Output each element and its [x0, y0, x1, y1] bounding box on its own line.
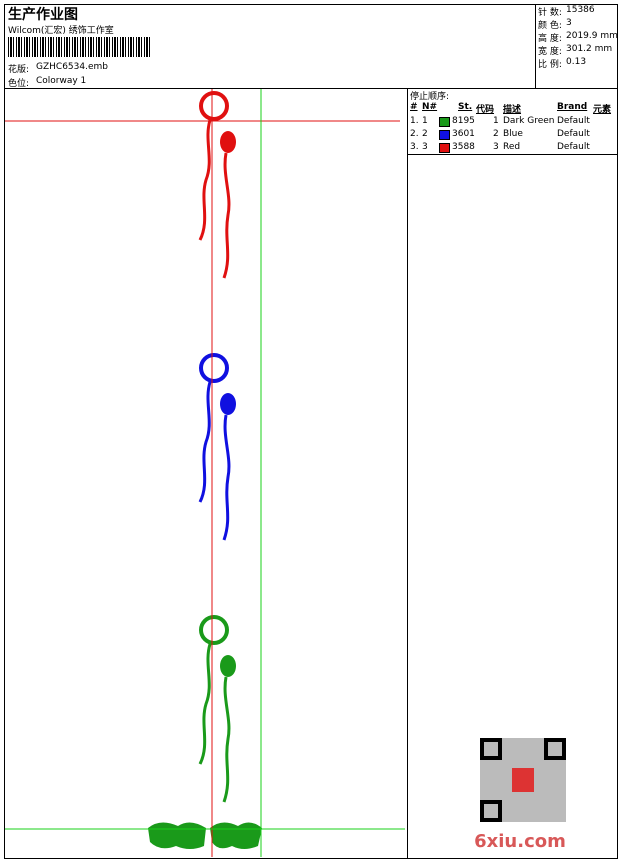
- stat-label: 宽 度:: [538, 47, 562, 57]
- stat-value: 2019.9 mm: [566, 31, 618, 41]
- row-n: 1: [422, 116, 428, 126]
- stat-value: 15386: [566, 5, 595, 15]
- colorway-value: Colorway 1: [36, 76, 87, 86]
- code: 3: [493, 142, 499, 152]
- divider: [4, 88, 617, 89]
- barcode: [8, 37, 150, 57]
- stat-label: 高 度:: [538, 34, 562, 44]
- divider: [535, 4, 536, 88]
- row-n: 3: [422, 142, 428, 152]
- column-header: 代码: [476, 105, 495, 115]
- brand: Default: [557, 116, 590, 126]
- stat-value: 3: [566, 18, 572, 28]
- column-header: N#: [422, 102, 438, 112]
- design-label: 花版:: [8, 65, 30, 75]
- color-swatch: [439, 117, 450, 127]
- company: Wilcom(汇宏) 绣饰工作室: [8, 26, 114, 36]
- description: Red: [503, 142, 521, 152]
- column-header: 描述: [503, 105, 522, 115]
- description: Blue: [503, 129, 523, 139]
- watermark: 6xiu.com: [474, 831, 566, 852]
- stitches: 3588: [452, 142, 475, 152]
- stat-label: 针 数:: [538, 8, 562, 18]
- stitches: 3601: [452, 129, 475, 139]
- code: 2: [493, 129, 499, 139]
- stitches: 8195: [452, 116, 475, 126]
- table-caption: 停止顺序:: [410, 92, 450, 102]
- design-value: GZHC6534.emb: [36, 62, 108, 72]
- brand: Default: [557, 142, 590, 152]
- colorway-label: 色位:: [8, 79, 30, 89]
- column-header: St.: [458, 102, 473, 112]
- qr-code: [480, 738, 566, 822]
- stat-value: 301.2 mm: [566, 44, 613, 54]
- stat-label: 比 例:: [538, 60, 562, 70]
- brand: Default: [557, 129, 590, 139]
- stat-label: 颜 色:: [538, 21, 562, 31]
- grass: [148, 822, 262, 849]
- column-header: Brand: [557, 102, 588, 112]
- description: Dark Green: [503, 116, 555, 126]
- row-index: 2.: [410, 129, 419, 139]
- frame: [4, 4, 618, 859]
- row-index: 1.: [410, 116, 419, 126]
- color-swatch: [439, 130, 450, 140]
- balloon: [198, 615, 238, 804]
- balloon: [198, 353, 238, 542]
- code: 1: [493, 116, 499, 126]
- column-header: #: [410, 102, 418, 112]
- divider: [407, 88, 408, 858]
- column-header: 元素: [593, 105, 612, 115]
- title: 生产作业图: [8, 7, 78, 23]
- row-n: 2: [422, 129, 428, 139]
- row-index: 3.: [410, 142, 419, 152]
- stat-value: 0.13: [566, 57, 587, 67]
- divider: [407, 154, 617, 155]
- color-swatch: [439, 143, 450, 153]
